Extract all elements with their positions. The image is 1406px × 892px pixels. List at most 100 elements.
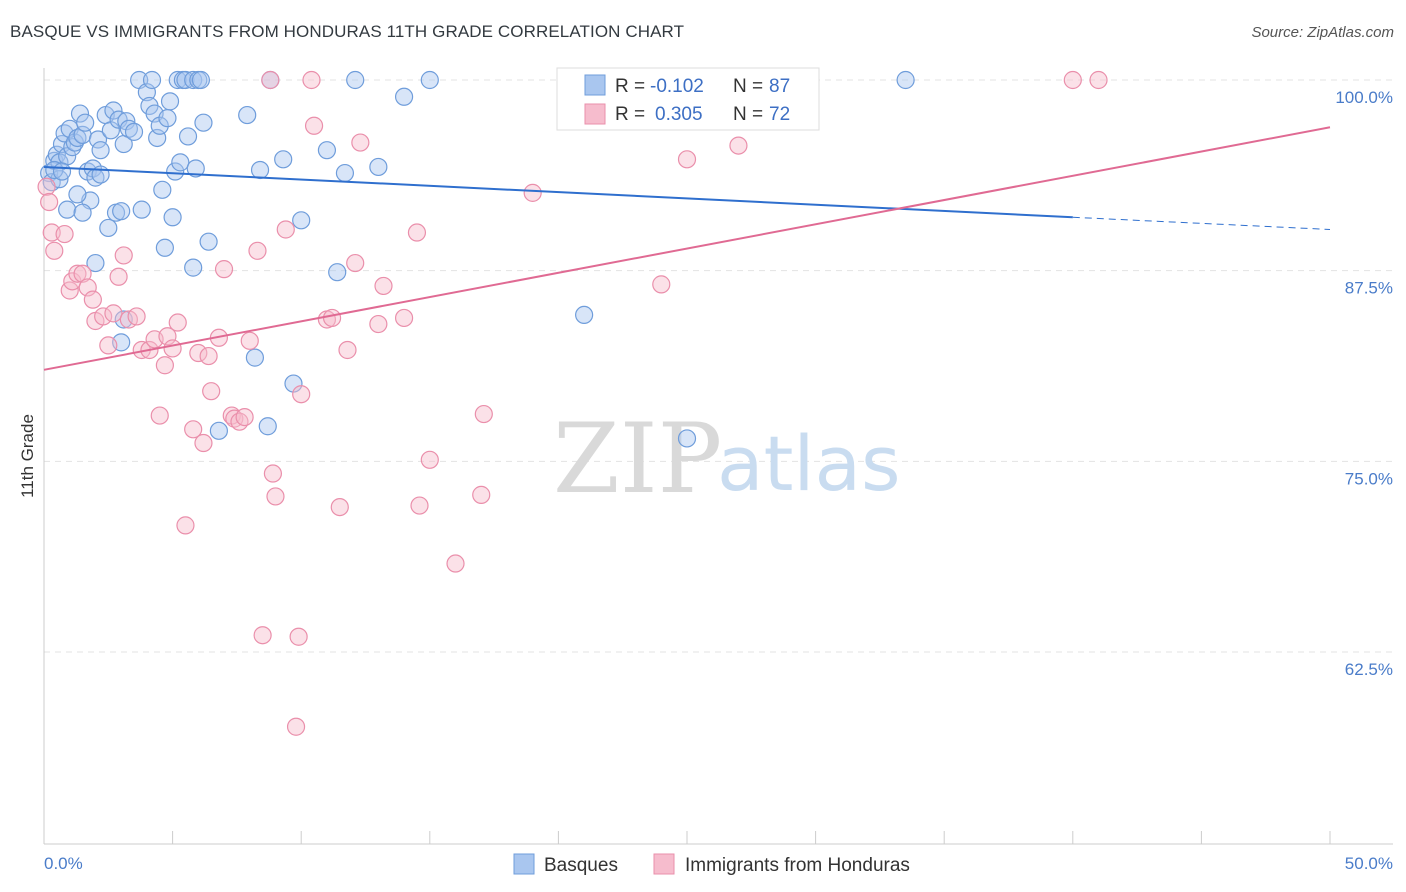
honduras-point-62 (420, 450, 439, 469)
y-tick-label-3: 62.5% (1345, 660, 1393, 679)
stats-legend: R = -0.102 N = 87 R = 0.305 N = 72 (556, 67, 820, 131)
legend-n-label-2: N = (733, 104, 763, 125)
basques-point-57 (194, 113, 213, 132)
honduras-point-59 (394, 308, 414, 328)
legend-swatch-pink (584, 103, 606, 125)
honduras-point-38 (235, 407, 254, 427)
honduras-point-13 (99, 336, 118, 355)
basques-point-52 (184, 70, 203, 90)
honduras-point-1 (40, 192, 59, 212)
basques-point-28 (112, 202, 131, 221)
basques-point-78 (45, 160, 64, 180)
honduras-point-0 (37, 177, 56, 196)
basques-point-62 (250, 160, 270, 180)
honduras-point-65 (474, 404, 493, 424)
basques-point-23 (99, 218, 118, 238)
series-legend-swatch-honduras (653, 853, 675, 875)
honduras-point-16 (114, 246, 133, 265)
honduras-point-22 (150, 406, 169, 425)
legend-n-value-1: 87 (769, 76, 790, 97)
series-legend-label-honduras: Immigrants from Honduras (685, 855, 910, 876)
basques-point-71 (346, 70, 365, 90)
honduras-point-43 (263, 464, 283, 483)
honduras-point-10 (83, 290, 102, 309)
honduras-point-47 (289, 627, 308, 646)
basques-point-86 (52, 162, 72, 181)
x-tick-right: 50.0% (1345, 854, 1393, 873)
honduras-point-4 (55, 224, 74, 244)
basques-point-56 (191, 70, 210, 90)
honduras-point-54 (338, 340, 357, 360)
honduras-point-58 (374, 276, 393, 296)
honduras-point-40 (248, 241, 267, 260)
basques-point-41 (153, 180, 172, 199)
basques-trend-extension (1072, 216, 1331, 230)
basques-point-42 (155, 238, 174, 257)
basques-point-59 (209, 421, 228, 440)
basques-point-31 (119, 119, 138, 138)
basques-point-48 (171, 153, 190, 172)
series-legend-swatch-basques (513, 853, 535, 875)
honduras-point-27 (176, 516, 195, 535)
honduras-point-26 (168, 313, 187, 332)
basques-point-63 (258, 417, 277, 436)
basques-point-72 (369, 157, 388, 177)
chart-source: Source: ZipAtlas.com (1251, 24, 1394, 41)
honduras-point-32 (202, 382, 221, 401)
honduras-point-42 (261, 70, 280, 90)
basques-point-54 (186, 159, 205, 178)
series-legend-label-basques: Basques (544, 855, 618, 876)
honduras-point-44 (266, 487, 285, 506)
honduras-point-18 (127, 307, 146, 326)
honduras-point-39 (240, 331, 259, 350)
honduras-point-3 (45, 241, 64, 260)
honduras-point-61 (410, 496, 429, 515)
honduras-point-41 (253, 626, 272, 645)
basques-point-60 (238, 105, 257, 125)
basques-point-27 (109, 110, 128, 129)
y-axis-label: 11th Grade (18, 414, 37, 498)
basques-point-76 (677, 429, 697, 448)
basques-point-85 (73, 203, 92, 222)
basques-point-50 (176, 70, 195, 90)
basques-point-69 (328, 263, 347, 282)
honduras-point-14 (104, 304, 123, 323)
basques-point-20 (88, 130, 108, 149)
legend-r-label-1: R = (615, 76, 645, 97)
honduras-point-52 (322, 308, 342, 328)
honduras-point-57 (369, 314, 388, 334)
honduras-point-48 (292, 385, 311, 404)
honduras-point-53 (330, 497, 349, 517)
basques-point-15 (76, 113, 95, 132)
y-tick-labels: 100.0% 87.5% 75.0% 62.5% (1335, 88, 1393, 679)
basques-point-32 (124, 122, 144, 141)
y-tick-label-2: 75.0% (1345, 469, 1393, 488)
honduras-point-66 (523, 183, 542, 202)
grid-lines (44, 79, 1393, 653)
honduras-point-45 (276, 220, 295, 239)
basques-point-46 (166, 162, 185, 181)
basques-point-67 (292, 211, 311, 230)
y-tick-label-0: 100.0% (1335, 88, 1393, 107)
honduras-point-70 (1063, 70, 1082, 90)
basques-point-47 (168, 70, 187, 90)
honduras-point-28 (184, 420, 203, 439)
basques-point-45 (163, 208, 182, 227)
basques-point-75 (575, 305, 594, 325)
basques-point-58 (199, 232, 218, 251)
honduras-point-30 (194, 433, 213, 453)
honduras-point-56 (351, 133, 370, 152)
basques-point-51 (178, 127, 198, 146)
basques-point-77 (896, 70, 915, 90)
honduras-point-7 (68, 264, 87, 283)
trend-lines (43, 126, 1331, 371)
honduras-point-67 (652, 275, 671, 294)
honduras-point-8 (73, 264, 92, 283)
basques-point-73 (394, 87, 414, 106)
legend-r-value-2: 0.305 (655, 104, 703, 125)
basques-point-80 (68, 185, 87, 204)
basques-point-40 (150, 116, 169, 135)
basques-point-81 (86, 253, 105, 273)
watermark-atlas: atlas (717, 419, 901, 508)
honduras-point-71 (1089, 70, 1108, 90)
